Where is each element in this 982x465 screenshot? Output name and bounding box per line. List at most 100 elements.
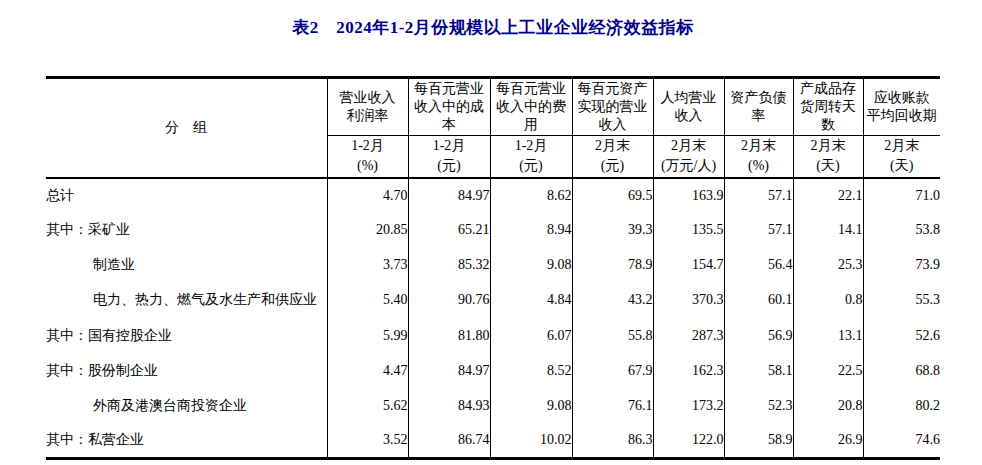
- cell-value: 73.9: [863, 248, 940, 283]
- cell-value: 74.6: [863, 423, 940, 458]
- cell-value: 154.7: [653, 248, 724, 283]
- cell-value: 69.5: [572, 178, 653, 213]
- table-body: 总计 4.70 84.97 8.62 69.5 163.9 57.1 22.1 …: [46, 178, 940, 459]
- column-header-receivables-collection-period: 应收账款 平均回收期: [863, 78, 940, 136]
- cell-value: 55.3: [863, 283, 940, 318]
- cell-value: 84.93: [408, 388, 490, 423]
- cell-value: 9.08: [490, 388, 572, 423]
- cell-value: 60.1: [724, 283, 793, 318]
- column-header-group: 分 组: [46, 78, 327, 178]
- column-subheader: 2月末 (元): [572, 136, 653, 178]
- column-header-inventory-turnover-days: 产成品存 货周转天 数: [793, 78, 863, 136]
- cell-value: 3.52: [327, 423, 408, 458]
- cell-value: 8.62: [490, 178, 572, 213]
- row-label: 其中：国有控股企业: [46, 318, 327, 353]
- cell-value: 8.94: [490, 213, 572, 248]
- cell-value: 10.02: [490, 423, 572, 458]
- cell-value: 52.6: [863, 318, 940, 353]
- cell-value: 84.97: [408, 353, 490, 388]
- cell-value: 56.4: [724, 248, 793, 283]
- cell-value: 67.9: [572, 353, 653, 388]
- cell-value: 81.80: [408, 318, 490, 353]
- cell-value: 86.74: [408, 423, 490, 458]
- row-label: 外商及港澳台商投资企业: [46, 388, 327, 423]
- cell-value: 9.08: [490, 248, 572, 283]
- cell-value: 58.9: [724, 423, 793, 458]
- cell-value: 4.70: [327, 178, 408, 213]
- table-row-joint-stock: 其中：股份制企业 4.47 84.97 8.52 67.9 162.3 58.1…: [46, 353, 940, 388]
- cell-value: 22.5: [793, 353, 863, 388]
- cell-value: 0.8: [793, 283, 863, 318]
- cell-value: 20.85: [327, 213, 408, 248]
- table-row-total: 总计 4.70 84.97 8.62 69.5 163.9 57.1 22.1 …: [46, 178, 940, 213]
- column-header-profit-margin: 营业收入 利润率: [327, 78, 408, 136]
- row-label: 其中：采矿业: [46, 213, 327, 248]
- row-label: 其中：股份制企业: [46, 353, 327, 388]
- cell-value: 65.21: [408, 213, 490, 248]
- cell-value: 22.1: [793, 178, 863, 213]
- column-header-cost-per-100: 每百元营业 收入中的成 本: [408, 78, 490, 136]
- cell-value: 173.2: [653, 388, 724, 423]
- column-header-revenue-per-capita: 人均营业 收入: [653, 78, 724, 136]
- row-label: 总计: [46, 178, 327, 213]
- cell-value: 76.1: [572, 388, 653, 423]
- cell-value: 135.5: [653, 213, 724, 248]
- cell-value: 56.9: [724, 318, 793, 353]
- cell-value: 13.1: [793, 318, 863, 353]
- column-subheader: 2月末 (万元/人): [653, 136, 724, 178]
- cell-value: 370.3: [653, 283, 724, 318]
- cell-value: 8.52: [490, 353, 572, 388]
- column-subheader: 2月末 (天): [793, 136, 863, 178]
- cell-value: 14.1: [793, 213, 863, 248]
- cell-value: 55.8: [572, 318, 653, 353]
- cell-value: 43.2: [572, 283, 653, 318]
- cell-value: 26.9: [793, 423, 863, 458]
- cell-value: 86.3: [572, 423, 653, 458]
- column-header-expense-per-100: 每百元营业 收入中的费 用: [490, 78, 572, 136]
- cell-value: 53.8: [863, 213, 940, 248]
- cell-value: 5.62: [327, 388, 408, 423]
- cell-value: 25.3: [793, 248, 863, 283]
- cell-value: 57.1: [724, 178, 793, 213]
- economic-indicators-table: 分 组 营业收入 利润率 每百元营业 收入中的成 本 每百元营业 收入中的费 用…: [46, 76, 940, 460]
- cell-value: 80.2: [863, 388, 940, 423]
- column-subheader: 2月末 (%): [724, 136, 793, 178]
- cell-value: 6.07: [490, 318, 572, 353]
- cell-value: 122.0: [653, 423, 724, 458]
- page-title: 表2 2024年1-2月份规模以上工业企业经济效益指标: [46, 16, 940, 39]
- column-header-revenue-per-100-assets: 每百元资产 实现的营业 收入: [572, 78, 653, 136]
- cell-value: 84.97: [408, 178, 490, 213]
- cell-value: 5.40: [327, 283, 408, 318]
- cell-value: 58.1: [724, 353, 793, 388]
- cell-value: 5.99: [327, 318, 408, 353]
- cell-value: 163.9: [653, 178, 724, 213]
- cell-value: 57.1: [724, 213, 793, 248]
- column-subheader: 1-2月 (元): [408, 136, 490, 178]
- table-row-private: 其中：私营企业 3.52 86.74 10.02 86.3 122.0 58.9…: [46, 423, 940, 458]
- table-row-mining: 其中：采矿业 20.85 65.21 8.94 39.3 135.5 57.1 …: [46, 213, 940, 248]
- cell-value: 3.73: [327, 248, 408, 283]
- table-row-foreign-invested: 外商及港澳台商投资企业 5.62 84.93 9.08 76.1 173.2 5…: [46, 388, 940, 423]
- row-label: 制造业: [46, 248, 327, 283]
- cell-value: 20.8: [793, 388, 863, 423]
- table-row-utilities: 电力、热力、燃气及水生产和供应业 5.40 90.76 4.84 43.2 37…: [46, 283, 940, 318]
- cell-value: 4.84: [490, 283, 572, 318]
- cell-value: 85.32: [408, 248, 490, 283]
- cell-value: 78.9: [572, 248, 653, 283]
- cell-value: 287.3: [653, 318, 724, 353]
- column-header-debt-ratio: 资产负债 率: [724, 78, 793, 136]
- column-subheader: 1-2月 (元): [490, 136, 572, 178]
- cell-value: 52.3: [724, 388, 793, 423]
- cell-value: 162.3: [653, 353, 724, 388]
- cell-value: 39.3: [572, 213, 653, 248]
- row-label: 电力、热力、燃气及水生产和供应业: [46, 283, 327, 318]
- column-subheader: 1-2月 (%): [327, 136, 408, 178]
- column-subheader: 2月末 (天): [863, 136, 940, 178]
- row-label: 其中：私营企业: [46, 423, 327, 458]
- cell-value: 90.76: [408, 283, 490, 318]
- table-header: 分 组 营业收入 利润率 每百元营业 收入中的成 本 每百元营业 收入中的费 用…: [46, 78, 940, 178]
- cell-value: 68.8: [863, 353, 940, 388]
- table-row-state-holding: 其中：国有控股企业 5.99 81.80 6.07 55.8 287.3 56.…: [46, 318, 940, 353]
- cell-value: 4.47: [327, 353, 408, 388]
- cell-value: 71.0: [863, 178, 940, 213]
